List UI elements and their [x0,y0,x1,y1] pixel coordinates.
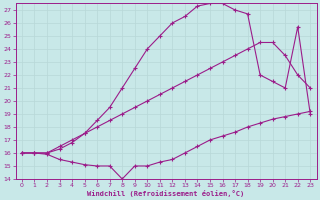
X-axis label: Windchill (Refroidissement éolien,°C): Windchill (Refroidissement éolien,°C) [87,190,245,197]
